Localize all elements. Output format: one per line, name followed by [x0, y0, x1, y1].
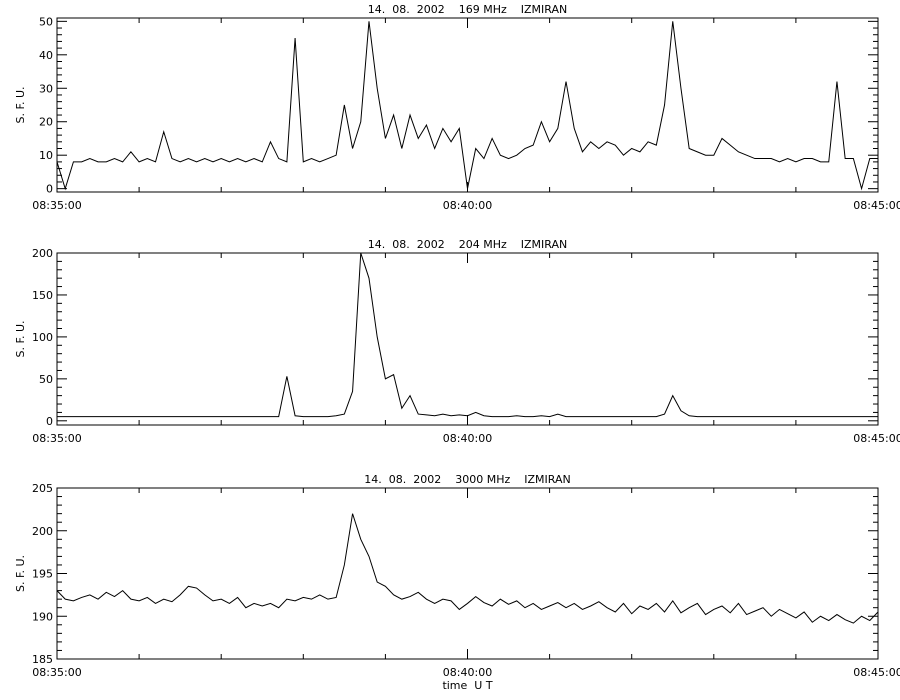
- x-tick-label: 08:45:00: [853, 666, 900, 679]
- x-tick-label: 08:45:00: [853, 432, 900, 445]
- y-tick-label: 20: [39, 116, 53, 129]
- x-tick-label: 08:45:00: [853, 199, 900, 212]
- data-line: [57, 252, 878, 418]
- x-tick-label: 08:40:00: [443, 199, 492, 212]
- y-tick-label: 205: [32, 482, 53, 495]
- y-axis-label: S. F. U.: [14, 86, 27, 123]
- x-tick-label: 08:35:00: [32, 199, 81, 212]
- y-tick-label: 40: [39, 49, 53, 62]
- plot-frame: [56, 17, 879, 193]
- chart-title: 14. 08. 2002 3000 MHz IZMIRAN: [364, 473, 570, 486]
- chart-title: 14. 08. 2002 169 MHz IZMIRAN: [368, 3, 567, 16]
- y-tick-label: 50: [39, 373, 53, 386]
- x-tick-label: 08:40:00: [443, 432, 492, 445]
- y-tick-label: 200: [32, 247, 53, 260]
- x-axis-label: time U T: [442, 679, 492, 692]
- data-line: [56, 513, 879, 624]
- x-tick-label: 08:35:00: [32, 432, 81, 445]
- x-tick-label: 08:35:00: [32, 666, 81, 679]
- y-tick-label: 100: [32, 331, 53, 344]
- y-tick-label: 30: [39, 82, 53, 95]
- y-tick-label: 185: [32, 653, 53, 666]
- y-tick-label: 50: [39, 15, 53, 28]
- x-tick-label: 08:40:00: [443, 666, 492, 679]
- y-axis-label: S. F. U.: [14, 320, 27, 357]
- y-axis-label: S. F. U.: [14, 555, 27, 592]
- data-line: [56, 21, 878, 191]
- plot-frame: [56, 487, 879, 660]
- y-tick-label: 0: [46, 415, 53, 428]
- y-tick-label: 195: [32, 568, 53, 581]
- y-tick-label: 200: [32, 525, 53, 538]
- chart-title: 14. 08. 2002 204 MHz IZMIRAN: [368, 238, 567, 251]
- y-tick-label: 0: [46, 183, 53, 196]
- y-tick-label: 150: [32, 289, 53, 302]
- plot-frame: [56, 252, 879, 426]
- y-tick-label: 10: [39, 149, 53, 162]
- y-tick-label: 190: [32, 610, 53, 623]
